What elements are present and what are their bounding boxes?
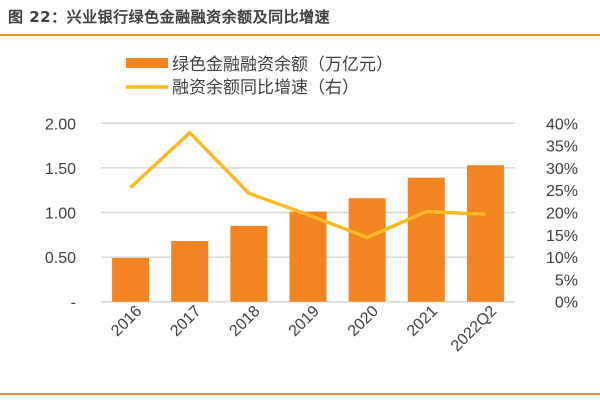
bar-2017 — [171, 241, 209, 302]
bar-2018 — [230, 225, 268, 302]
legend-line-label: 融资余额同比增速（右） — [172, 78, 359, 98]
bar-2016 — [112, 257, 150, 302]
bar-2021 — [407, 177, 445, 302]
x-tick-label: 2017 — [167, 303, 204, 340]
y-right-tick-label: 20% — [546, 206, 578, 223]
y-left-tick-label: - — [71, 295, 76, 312]
bar-2022Q2 — [466, 165, 504, 302]
x-tick-label: 2019 — [286, 303, 323, 340]
y-right-tick-label: 25% — [546, 183, 578, 200]
x-tick-label: 2016 — [108, 303, 145, 340]
y-left-tick-label: 0.50 — [45, 250, 76, 267]
y-right-tick-label: 30% — [546, 161, 578, 178]
bottom-divider — [0, 393, 600, 395]
y-right-tick-label: 5% — [555, 272, 578, 289]
figure-title: 图 22：兴业银行绿色金融融资余额及同比增速 — [8, 8, 331, 26]
y-right-tick-label: 0% — [555, 295, 578, 312]
x-tick-label: 2020 — [345, 303, 382, 340]
y-right-tick-label: 15% — [546, 228, 578, 245]
title-divider — [0, 34, 600, 36]
bar-2020 — [348, 198, 386, 302]
legend-bar-label: 绿色金融融资余额（万亿元） — [172, 55, 393, 75]
y-right-tick-label: 10% — [546, 250, 578, 267]
bar-2019 — [289, 211, 327, 302]
y-left-tick-label: 2.00 — [45, 116, 76, 133]
x-tick-label: 2022Q2 — [448, 303, 500, 355]
x-tick-label: 2021 — [404, 303, 441, 340]
y-right-tick-label: 35% — [546, 139, 578, 156]
legend-bar-swatch — [126, 58, 168, 68]
y-right-tick-label: 40% — [546, 116, 578, 133]
y-left-tick-label: 1.50 — [45, 161, 76, 178]
x-tick-label: 2018 — [226, 303, 263, 340]
y-left-tick-label: 1.00 — [45, 206, 76, 223]
